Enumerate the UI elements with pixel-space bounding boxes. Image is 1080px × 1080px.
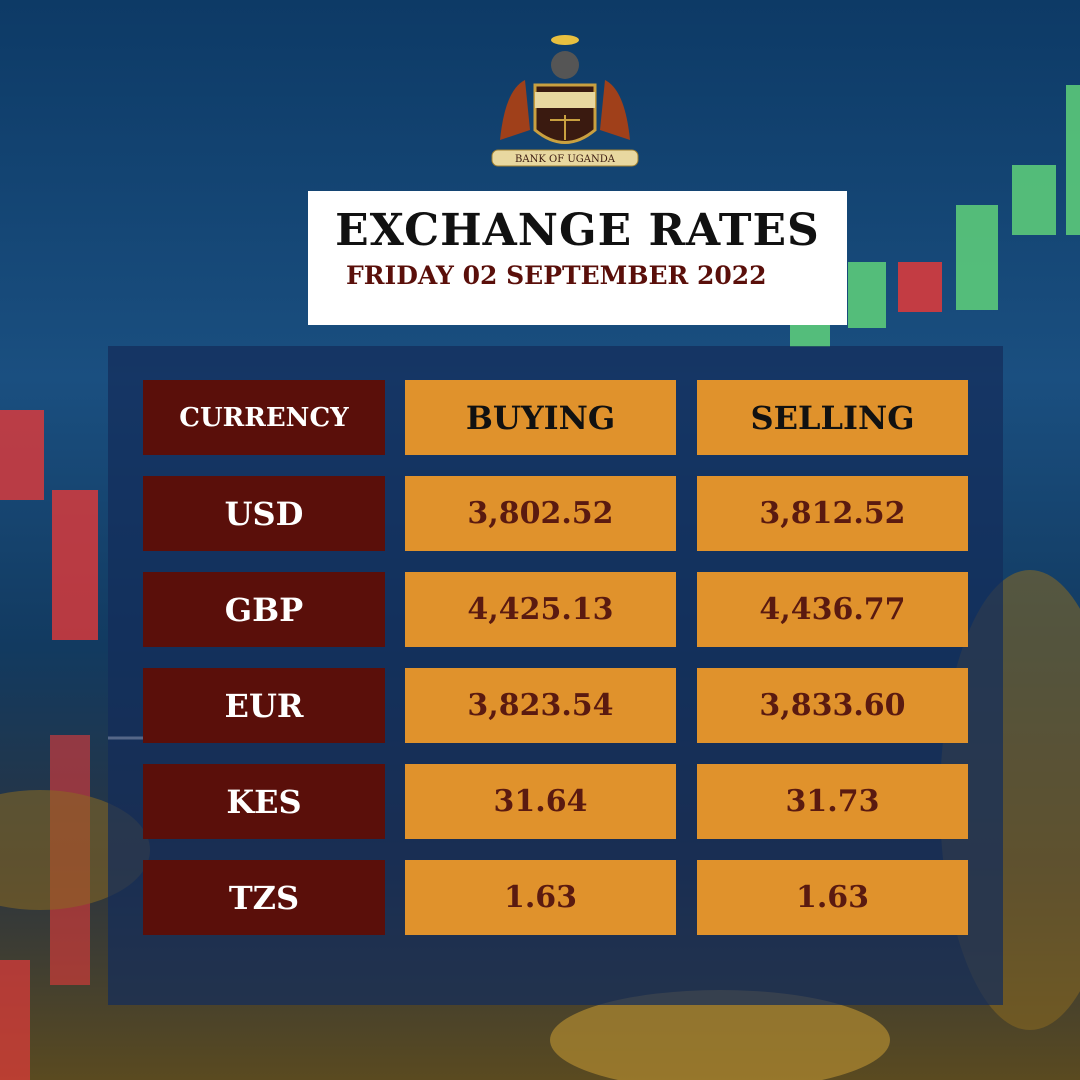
- rate-value: 4,425.13: [405, 572, 676, 647]
- rate-value: 1.63: [697, 860, 968, 935]
- rate-value: 3,812.52: [697, 476, 968, 551]
- rate-value: 4,436.77: [697, 572, 968, 647]
- currency-code: USD: [143, 476, 385, 551]
- column-header: CURRENCY: [143, 380, 385, 455]
- currency-code: KES: [143, 764, 385, 839]
- rate-value: 1.63: [405, 860, 676, 935]
- currency-code: GBP: [143, 572, 385, 647]
- column-header: SELLING: [697, 380, 968, 455]
- title: EXCHANGE RATES: [335, 205, 820, 256]
- column-header: BUYING: [405, 380, 676, 455]
- logo-caption: BANK OF UGANDA: [515, 154, 616, 165]
- title-box: EXCHANGE RATES FRIDAY 02 SEPTEMBER 2022: [308, 191, 847, 325]
- currency-code: TZS: [143, 860, 385, 935]
- currency-code: EUR: [143, 668, 385, 743]
- rate-value: 31.64: [405, 764, 676, 839]
- bank-logo: BANK OF UGANDA: [491, 35, 639, 167]
- rate-value: 3,802.52: [405, 476, 676, 551]
- rate-value: 31.73: [697, 764, 968, 839]
- rate-value: 3,823.54: [405, 668, 676, 743]
- rate-value: 3,833.60: [697, 668, 968, 743]
- date: FRIDAY 02 SEPTEMBER 2022: [346, 261, 767, 290]
